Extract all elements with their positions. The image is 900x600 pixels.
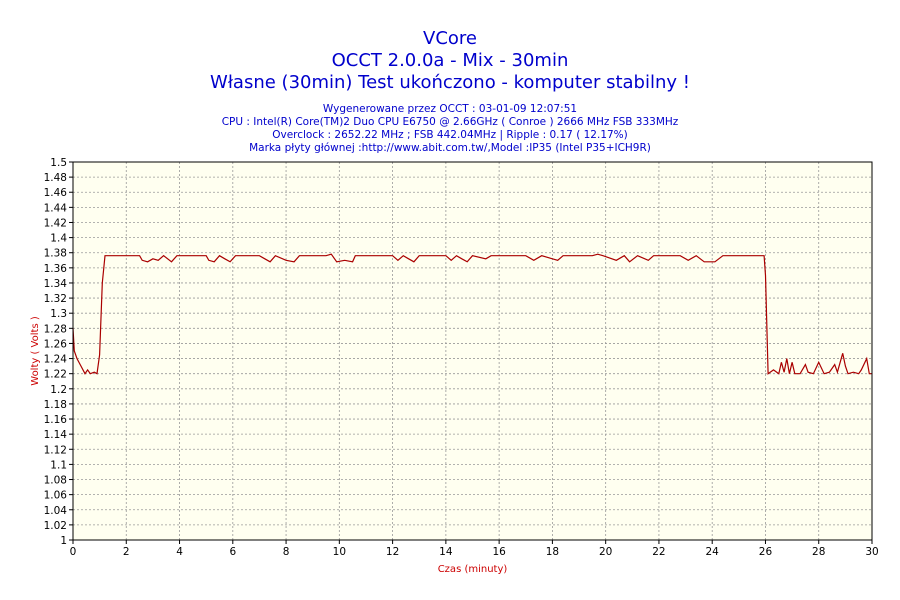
- y-tick-label: 1.02: [44, 520, 67, 532]
- x-tick-label: 16: [492, 546, 506, 558]
- x-tick-label: 4: [176, 546, 183, 558]
- y-tick-label: 1.44: [44, 202, 68, 214]
- x-tick-label: 10: [333, 546, 346, 558]
- x-axis-label: Czas (minuty): [438, 564, 508, 575]
- x-tick-label: 6: [229, 546, 236, 558]
- chart-subtitle-status: Własne (30min) Test ukończono - komputer…: [210, 72, 690, 93]
- chart-title: VCore: [423, 28, 477, 49]
- y-tick-label: 1.22: [44, 369, 67, 381]
- y-tick-label: 1.08: [44, 475, 67, 487]
- y-tick-label: 1.12: [44, 444, 67, 456]
- y-tick-label: 1.16: [44, 414, 68, 426]
- x-tick-label: 26: [759, 546, 773, 558]
- plot-border: [72, 161, 873, 541]
- x-tick-label: 14: [439, 546, 453, 558]
- y-tick-labels: 1 1.02 1.04 1.06 1.08 1.1 1.12 1.14 1.16 1.18 1.2 1…: [44, 157, 68, 547]
- y-tick-label: 1.18: [44, 399, 67, 411]
- x-tick-label: 20: [599, 546, 612, 558]
- y-tick-label: 1.4: [50, 233, 67, 245]
- x-tick-label: 28: [812, 546, 825, 558]
- y-tick-label: 1.28: [44, 323, 67, 335]
- y-tick-label: 1.3: [50, 308, 67, 320]
- x-tick-label: 0: [70, 546, 77, 558]
- x-tick-label: 12: [386, 546, 399, 558]
- y-tick-label: 1.36: [44, 263, 68, 275]
- y-tick-label: 1.1: [50, 459, 67, 471]
- y-tick-label: 1.06: [44, 490, 68, 502]
- plot-area: [73, 162, 872, 540]
- x-tick-label: 8: [283, 546, 290, 558]
- y-tick-label: 1.38: [44, 248, 67, 260]
- x-tick-label: 30: [865, 546, 878, 558]
- x-tick-label: 18: [546, 546, 559, 558]
- y-tick-label: 1.26: [44, 338, 68, 350]
- x-tick-label: 2: [123, 546, 130, 558]
- y-tick-label: 1.32: [44, 293, 67, 305]
- y-tick-label: 1.24: [44, 354, 68, 366]
- x-tick-label: 22: [652, 546, 665, 558]
- y-tick-label: 1.2: [50, 384, 67, 396]
- y-tick-label: 1.42: [44, 217, 67, 229]
- y-tick-label: 1: [60, 535, 67, 547]
- y-tick-label: 1.04: [44, 505, 68, 517]
- chart-subtitle: OCCT 2.0.0a - Mix - 30min: [331, 50, 569, 71]
- y-tick-label: 1.5: [50, 157, 67, 169]
- y-tick-label: 1.46: [44, 187, 68, 199]
- y-axis-label: Wolty ( Volts ): [30, 316, 41, 386]
- x-tick-label: 24: [706, 546, 720, 558]
- y-tick-label: 1.14: [44, 429, 68, 441]
- info-line-cpu: CPU : Intel(R) Core(TM)2 Duo CPU E6750 @…: [221, 116, 679, 128]
- info-line-overclock: Overclock : 2652.22 MHz ; FSB 442.04MHz …: [272, 129, 628, 141]
- info-line-motherboard: Marka płyty głównej :http://www.abit.com…: [249, 142, 651, 154]
- vcore-series-line: [72, 253, 872, 375]
- x-tick-labels: 0 2 4 6 8 10 12 14 16 18 20 22 24 26 28 30: [70, 546, 879, 558]
- y-tick-label: 1.48: [44, 172, 67, 184]
- y-tick-label: 1.34: [44, 278, 68, 290]
- info-line-generated: Wygenerowane przez OCCT : 03-01-09 12:07…: [322, 103, 578, 115]
